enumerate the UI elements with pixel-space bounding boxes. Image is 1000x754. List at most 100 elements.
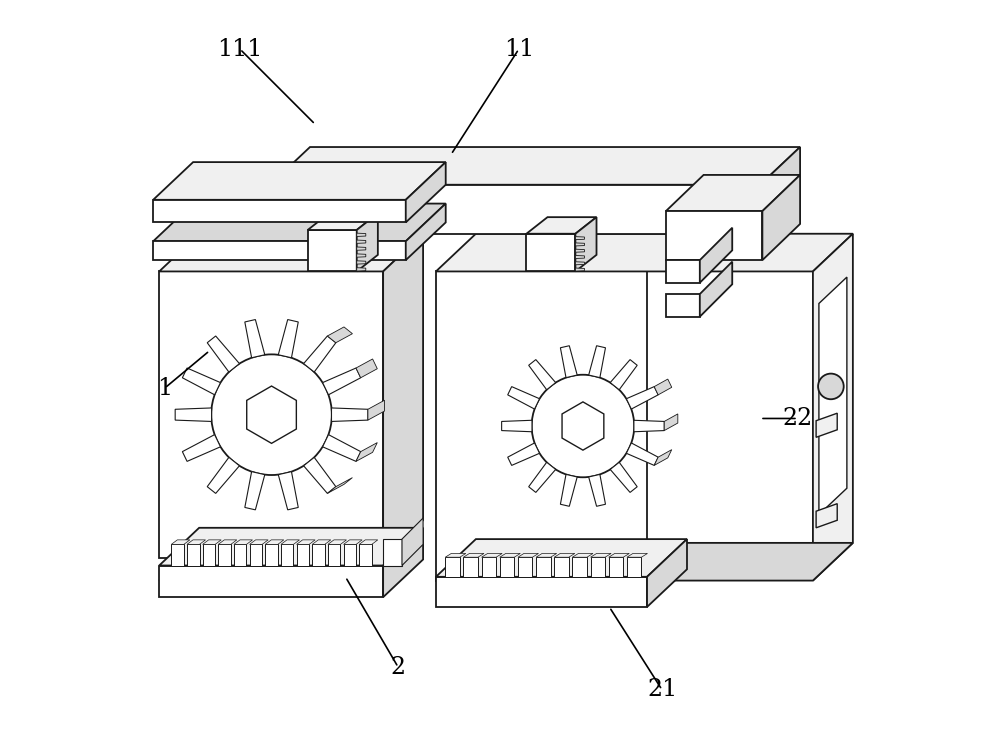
- Polygon shape: [463, 557, 478, 577]
- Polygon shape: [265, 544, 278, 566]
- Polygon shape: [436, 234, 853, 271]
- Polygon shape: [247, 386, 296, 443]
- Polygon shape: [627, 553, 647, 557]
- Polygon shape: [760, 147, 800, 234]
- Polygon shape: [297, 540, 315, 544]
- Polygon shape: [187, 540, 206, 544]
- Polygon shape: [436, 577, 647, 607]
- Polygon shape: [357, 261, 366, 264]
- Polygon shape: [816, 504, 837, 528]
- Polygon shape: [762, 175, 800, 260]
- Polygon shape: [610, 462, 637, 492]
- Polygon shape: [647, 539, 687, 607]
- Polygon shape: [357, 247, 366, 250]
- Text: 11: 11: [504, 38, 534, 60]
- Polygon shape: [700, 262, 732, 317]
- Polygon shape: [207, 336, 239, 372]
- Polygon shape: [664, 414, 678, 431]
- Polygon shape: [575, 237, 584, 240]
- Polygon shape: [245, 320, 265, 357]
- Polygon shape: [159, 271, 383, 558]
- Polygon shape: [610, 360, 637, 390]
- Text: 22: 22: [783, 407, 813, 430]
- Polygon shape: [308, 213, 378, 230]
- Polygon shape: [609, 553, 629, 557]
- Polygon shape: [575, 249, 584, 252]
- Polygon shape: [359, 544, 372, 566]
- Polygon shape: [589, 346, 605, 378]
- Polygon shape: [819, 277, 847, 514]
- Circle shape: [532, 375, 634, 477]
- Polygon shape: [609, 557, 623, 577]
- Polygon shape: [304, 458, 336, 493]
- Polygon shape: [436, 539, 687, 577]
- Polygon shape: [589, 474, 605, 506]
- Polygon shape: [356, 443, 377, 461]
- Polygon shape: [591, 553, 611, 557]
- Polygon shape: [297, 544, 309, 566]
- Polygon shape: [250, 540, 268, 544]
- Polygon shape: [816, 413, 837, 437]
- Polygon shape: [526, 217, 597, 234]
- Polygon shape: [344, 540, 362, 544]
- Polygon shape: [327, 477, 352, 493]
- Polygon shape: [278, 320, 298, 357]
- Polygon shape: [560, 346, 577, 378]
- Polygon shape: [529, 462, 556, 492]
- Polygon shape: [182, 434, 220, 461]
- Polygon shape: [357, 213, 378, 271]
- Polygon shape: [359, 540, 378, 544]
- Text: 1: 1: [157, 377, 172, 400]
- Polygon shape: [159, 566, 383, 597]
- Polygon shape: [406, 204, 446, 260]
- Polygon shape: [281, 540, 299, 544]
- Polygon shape: [270, 147, 800, 185]
- Polygon shape: [436, 271, 647, 581]
- Polygon shape: [518, 557, 532, 577]
- Polygon shape: [344, 544, 356, 566]
- Polygon shape: [153, 200, 406, 222]
- Polygon shape: [323, 434, 361, 461]
- Polygon shape: [634, 420, 664, 432]
- Polygon shape: [278, 472, 298, 510]
- Polygon shape: [234, 544, 246, 566]
- Polygon shape: [357, 233, 366, 237]
- Polygon shape: [508, 387, 540, 409]
- Polygon shape: [626, 443, 658, 465]
- Polygon shape: [572, 553, 593, 557]
- Polygon shape: [159, 234, 423, 271]
- Polygon shape: [383, 528, 423, 597]
- Polygon shape: [203, 540, 221, 544]
- Polygon shape: [508, 443, 540, 465]
- Polygon shape: [328, 540, 346, 544]
- Polygon shape: [562, 402, 604, 450]
- Polygon shape: [187, 544, 200, 566]
- Polygon shape: [153, 204, 446, 241]
- Polygon shape: [482, 553, 502, 557]
- Polygon shape: [159, 528, 423, 566]
- Polygon shape: [591, 557, 605, 577]
- Polygon shape: [234, 540, 253, 544]
- Polygon shape: [207, 458, 239, 493]
- Polygon shape: [357, 240, 366, 244]
- Polygon shape: [518, 553, 538, 557]
- Polygon shape: [312, 544, 325, 566]
- Polygon shape: [383, 234, 423, 558]
- Polygon shape: [245, 472, 265, 510]
- Polygon shape: [502, 420, 532, 432]
- Polygon shape: [575, 268, 584, 271]
- Polygon shape: [357, 268, 366, 271]
- Circle shape: [818, 373, 844, 399]
- Polygon shape: [445, 553, 466, 557]
- Polygon shape: [572, 557, 587, 577]
- Polygon shape: [304, 336, 336, 372]
- Polygon shape: [627, 557, 641, 577]
- Polygon shape: [159, 543, 423, 581]
- Polygon shape: [482, 557, 496, 577]
- Polygon shape: [218, 544, 231, 566]
- Polygon shape: [575, 256, 584, 259]
- Polygon shape: [626, 387, 658, 409]
- Circle shape: [211, 354, 332, 475]
- Polygon shape: [406, 162, 446, 222]
- Polygon shape: [270, 185, 760, 234]
